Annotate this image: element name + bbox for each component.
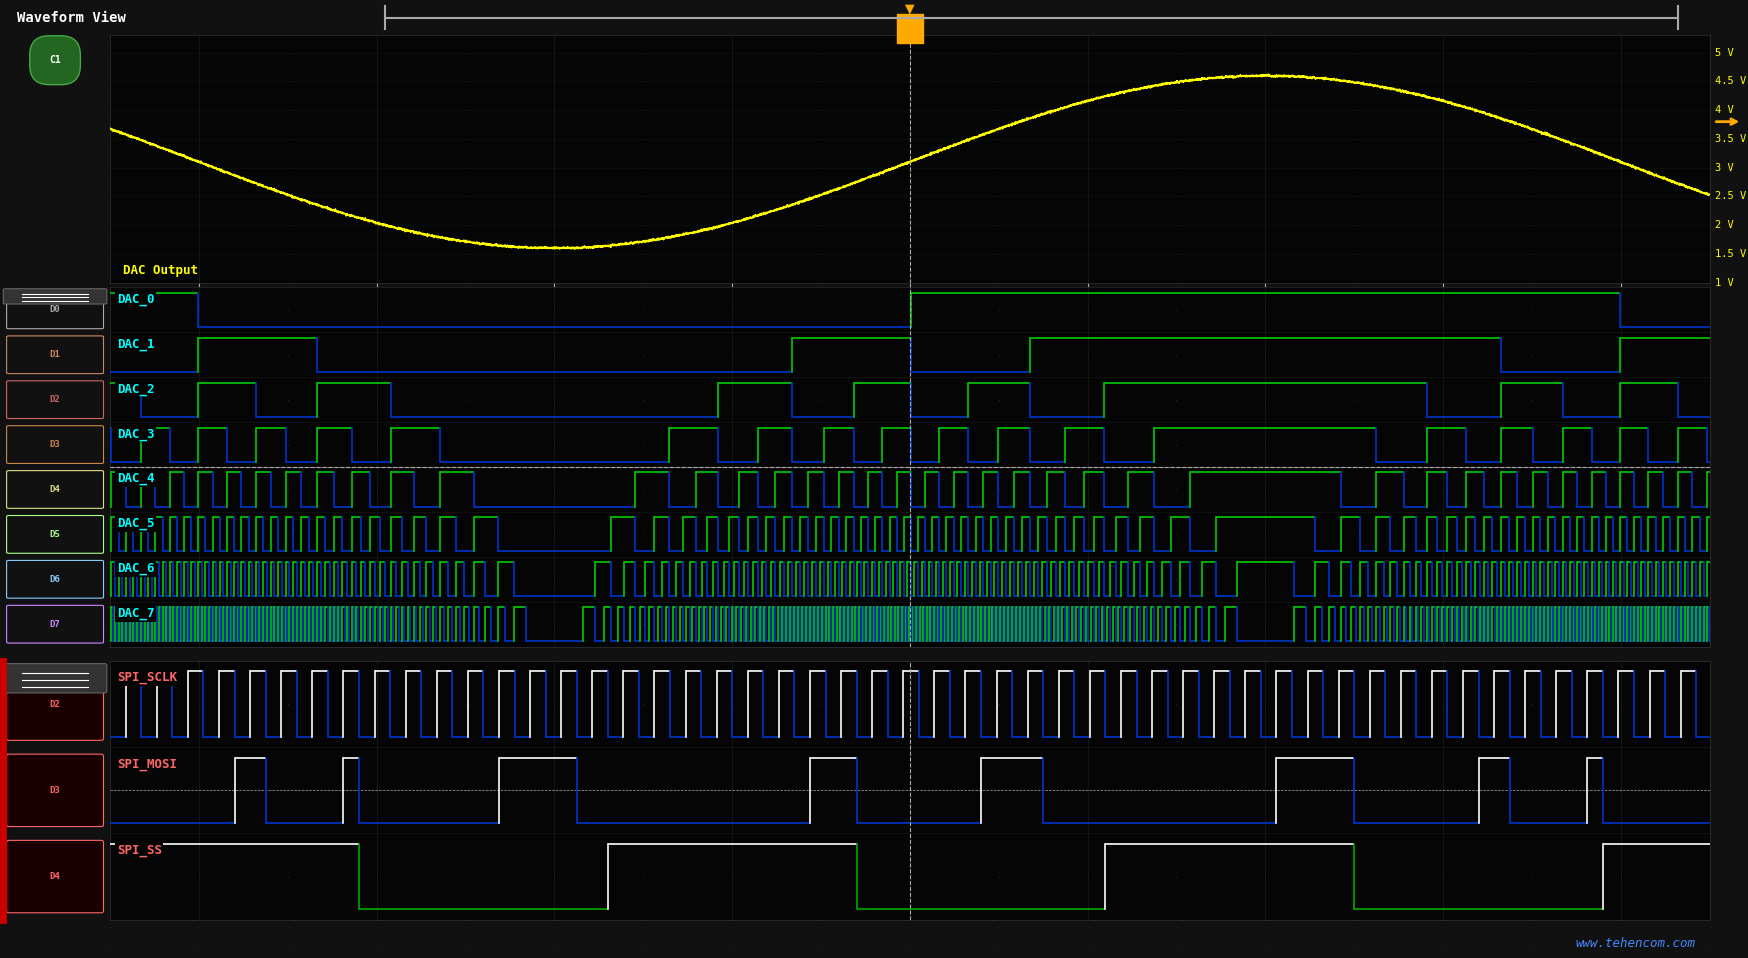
Text: 5 V: 5 V xyxy=(1715,48,1734,57)
Text: SPI_MOSI: SPI_MOSI xyxy=(117,758,177,770)
Text: 3 V: 3 V xyxy=(1715,163,1734,172)
Text: 1.5 V: 1.5 V xyxy=(1715,249,1746,259)
Text: D7: D7 xyxy=(49,620,61,628)
FancyBboxPatch shape xyxy=(7,560,103,598)
Text: C1: C1 xyxy=(49,56,61,65)
FancyBboxPatch shape xyxy=(7,605,103,643)
Text: D4: D4 xyxy=(49,485,61,494)
Text: 4 V: 4 V xyxy=(1715,105,1734,115)
Text: T: T xyxy=(907,24,912,34)
Text: SPI_SCLK: SPI_SCLK xyxy=(117,672,177,684)
Text: DAC_2: DAC_2 xyxy=(117,382,154,396)
Text: D6: D6 xyxy=(49,575,61,583)
Text: 4.5 V: 4.5 V xyxy=(1715,77,1746,86)
FancyBboxPatch shape xyxy=(7,336,103,374)
Text: 2 V: 2 V xyxy=(1715,220,1734,230)
Text: D5: D5 xyxy=(49,530,61,539)
FancyBboxPatch shape xyxy=(7,425,103,464)
Text: www.tehencom.com: www.tehencom.com xyxy=(1575,937,1696,950)
Text: 3.5 V: 3.5 V xyxy=(1715,134,1746,144)
Text: 1 V: 1 V xyxy=(1715,278,1734,287)
FancyBboxPatch shape xyxy=(7,291,103,329)
Text: Waveform View: Waveform View xyxy=(17,11,126,25)
Text: DAC_0: DAC_0 xyxy=(117,293,154,306)
FancyBboxPatch shape xyxy=(7,754,103,827)
FancyBboxPatch shape xyxy=(3,288,107,304)
Text: DAC_7: DAC_7 xyxy=(117,607,154,620)
FancyBboxPatch shape xyxy=(7,840,103,913)
FancyBboxPatch shape xyxy=(7,381,103,419)
Text: D0: D0 xyxy=(49,306,61,314)
FancyBboxPatch shape xyxy=(7,515,103,554)
Text: DAC Output: DAC Output xyxy=(124,264,199,277)
Text: D2: D2 xyxy=(49,699,61,709)
Text: DAC_4: DAC_4 xyxy=(117,472,154,486)
Text: DAC_3: DAC_3 xyxy=(117,427,154,441)
FancyBboxPatch shape xyxy=(7,470,103,509)
Text: DAC_6: DAC_6 xyxy=(117,562,154,575)
Text: ▼: ▼ xyxy=(905,2,914,15)
Text: D4: D4 xyxy=(49,872,61,881)
FancyBboxPatch shape xyxy=(7,668,103,741)
Text: D1: D1 xyxy=(49,351,61,359)
Text: D2: D2 xyxy=(49,395,61,404)
Text: D3: D3 xyxy=(49,440,61,449)
Text: D3: D3 xyxy=(49,786,61,795)
Text: 2.5 V: 2.5 V xyxy=(1715,192,1746,201)
Text: DAC_5: DAC_5 xyxy=(117,517,154,531)
FancyBboxPatch shape xyxy=(3,664,107,693)
Text: DAC_1: DAC_1 xyxy=(117,338,154,351)
Text: SPI_SS: SPI_SS xyxy=(117,844,163,856)
